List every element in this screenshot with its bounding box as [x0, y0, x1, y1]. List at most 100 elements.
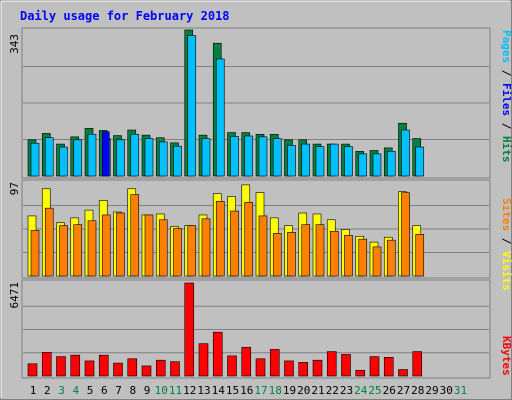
x-label-16: 16 — [240, 384, 253, 397]
legend-hits: Hits — [500, 136, 512, 163]
bar-files-7 — [116, 139, 125, 177]
bar-sites-4 — [73, 224, 83, 277]
x-label-17: 17 — [254, 384, 267, 397]
bar-kbytes-23 — [341, 354, 351, 377]
bar-kbytes-27 — [398, 369, 408, 377]
middle-ymax-label: 97 — [8, 182, 21, 195]
bar-kbytes-4 — [70, 354, 81, 377]
bar-sites-27 — [401, 192, 410, 277]
x-axis-labels: 1 2 3 4 5 6 7 8 9 10 11 12 13 14 15 16 17 18 19 20 21 22 23 24 2… — [30, 384, 467, 397]
x-label-8: 8 — [129, 384, 136, 397]
bar-files-8 — [130, 133, 140, 177]
bar-sites-11 — [173, 228, 182, 277]
x-label-1: 1 — [30, 384, 37, 397]
bar-sites-28 — [415, 234, 425, 277]
bottom-ymax-label: 6471 — [8, 282, 21, 309]
bar-files-2 — [44, 137, 54, 177]
x-label-31: 31 — [454, 384, 467, 397]
bar-sites-14 — [215, 201, 225, 277]
bar-files-17 — [258, 136, 268, 177]
bar-sites-19 — [287, 232, 296, 277]
x-label-9: 9 — [144, 384, 151, 397]
bar-kbytes-2 — [41, 351, 52, 377]
bar-files-21 — [315, 146, 325, 177]
x-label-13: 13 — [197, 384, 210, 397]
bar-files-12 — [187, 35, 197, 177]
x-label-22: 22 — [326, 384, 339, 397]
bar-kbytes-21 — [312, 359, 323, 377]
bar-sites-18 — [272, 233, 282, 277]
bar-sites-21 — [315, 224, 325, 277]
top-legend: Pages / Files / Hits — [500, 30, 512, 163]
x-label-11: 11 — [169, 384, 182, 397]
chart-title: Daily usage for February 2018 — [20, 9, 230, 23]
x-label-26: 26 — [383, 384, 396, 397]
legend-sites: Sites — [500, 198, 512, 231]
bar-sites-7 — [116, 212, 125, 277]
x-label-6: 6 — [101, 384, 108, 397]
bar-sites-9 — [144, 214, 154, 277]
bar-kbytes-24 — [355, 369, 366, 377]
bar-kbytes-8 — [127, 358, 138, 377]
bar-kbytes-10 — [155, 359, 166, 377]
bar-files-1 — [30, 142, 40, 177]
legend-pages: Pages — [500, 30, 512, 63]
x-label-18: 18 — [269, 384, 282, 397]
bar-sites-26 — [386, 239, 396, 277]
bar-sites-12 — [187, 225, 197, 277]
bar-sites-20 — [301, 224, 311, 277]
bar-files-27 — [401, 129, 410, 177]
bar-sites-1 — [30, 230, 40, 277]
bar-files-11 — [173, 145, 182, 177]
bar-files-18 — [272, 138, 282, 177]
bar-sites-23 — [344, 234, 353, 277]
bar-kbytes-17 — [255, 358, 266, 377]
bar-kbytes-15 — [227, 355, 237, 377]
bar-files-25 — [372, 153, 382, 177]
legend-files: Files — [500, 83, 512, 116]
bar-files-26 — [386, 151, 396, 177]
bar-kbytes-5 — [84, 360, 95, 377]
x-label-23: 23 — [340, 384, 353, 397]
bar-kbytes-26 — [383, 357, 394, 377]
top-ymax-label: 343 — [8, 34, 21, 54]
x-label-21: 21 — [311, 384, 324, 397]
bar-kbytes-13 — [198, 343, 209, 377]
bar-kbytes-19 — [284, 360, 294, 377]
x-label-15: 15 — [226, 384, 239, 397]
legend-visits: Visits — [500, 251, 512, 291]
bar-kbytes-1 — [27, 363, 38, 377]
bar-files-15 — [230, 136, 239, 177]
middle-bars — [27, 184, 425, 277]
bar-kbytes-3 — [56, 356, 66, 377]
bar-kbytes-6 — [98, 354, 109, 377]
bar-sites-6 — [101, 214, 111, 277]
bar-sites-8 — [130, 194, 140, 277]
bar-kbytes-22 — [326, 351, 337, 377]
bar-pages-6 — [101, 131, 110, 177]
bar-kbytes-9 — [141, 365, 152, 377]
bar-files-22 — [329, 143, 339, 177]
bar-kbytes-16 — [241, 346, 252, 377]
x-label-7: 7 — [115, 384, 122, 397]
x-label-4: 4 — [72, 384, 79, 397]
bar-sites-16 — [244, 202, 254, 277]
bar-kbytes-11 — [170, 361, 180, 377]
x-label-27: 27 — [397, 384, 410, 397]
bottom-bars — [27, 282, 423, 377]
bar-sites-17 — [258, 215, 268, 277]
bar-kbytes-25 — [369, 356, 380, 377]
x-label-12: 12 — [183, 384, 196, 397]
bar-kbytes-14 — [212, 331, 223, 377]
bar-files-14 — [215, 58, 225, 177]
bar-sites-2 — [44, 207, 54, 277]
x-label-3: 3 — [58, 384, 65, 397]
bar-files-24 — [358, 153, 368, 177]
bar-kbytes-12 — [184, 282, 195, 377]
bar-files-13 — [201, 138, 211, 177]
x-label-30: 30 — [440, 384, 453, 397]
bar-sites-25 — [372, 246, 382, 277]
bar-files-5 — [87, 133, 97, 177]
